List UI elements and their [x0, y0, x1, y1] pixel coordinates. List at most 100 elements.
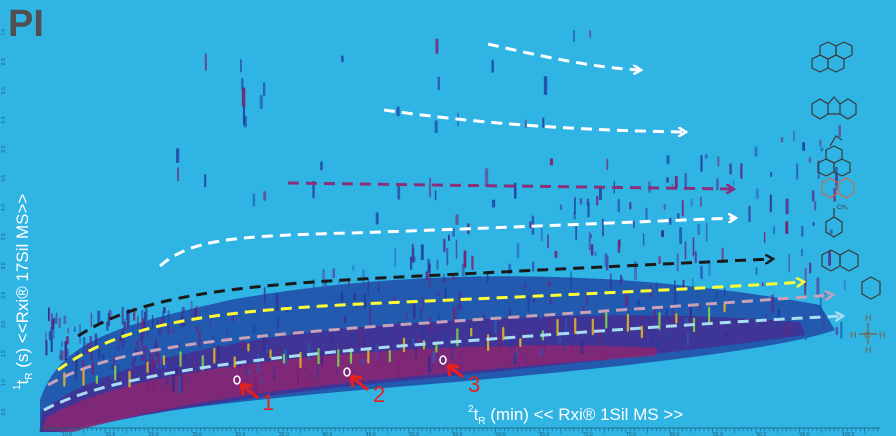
- peak-streak: [700, 265, 703, 280]
- pyrene-structure: [811, 41, 853, 73]
- peak-streaks: [45, 30, 846, 395]
- peak-streak: [655, 282, 658, 291]
- numbered-peaks: 1 2 3: [233, 355, 480, 415]
- peak-streak: [187, 340, 190, 356]
- peak-streak: [396, 321, 400, 335]
- y-tick-label: 6.5: [1, 58, 7, 65]
- peak-streak: [119, 337, 122, 342]
- hot-peak: [640, 325, 643, 339]
- peak-streak: [676, 253, 679, 272]
- peak-streak: [437, 290, 440, 297]
- peak-streak: [363, 339, 365, 354]
- peak-streak: [772, 226, 776, 235]
- peak-streak: [559, 204, 563, 211]
- peak-streak: [415, 346, 418, 359]
- peak-streak: [838, 124, 841, 137]
- peak-streak: [341, 55, 344, 63]
- peak-streak: [117, 364, 119, 383]
- peak-streak: [148, 350, 152, 363]
- peak-streak: [650, 333, 653, 344]
- peak-streak: [98, 347, 101, 360]
- peak-streak: [574, 197, 576, 215]
- peak-streak: [516, 242, 520, 259]
- y-axis-sup: 1: [12, 384, 23, 390]
- peak-streak: [640, 319, 643, 326]
- hot-peak: [556, 318, 559, 337]
- hot-peak: [435, 343, 438, 353]
- peak-streak: [824, 291, 827, 298]
- peak-label-2: 2: [373, 382, 385, 407]
- peak-streak: [312, 180, 315, 199]
- peak-streak: [666, 177, 669, 183]
- peak-streak: [633, 220, 635, 229]
- naphthalene-structure: [821, 177, 855, 199]
- x-tick-label: 85.0: [713, 432, 723, 436]
- arrow-acenaphthene: [287, 181, 733, 189]
- peak-streak: [196, 324, 199, 333]
- peak-streak: [540, 223, 543, 242]
- peak-streak: [252, 324, 256, 334]
- peak-streak: [124, 318, 127, 338]
- peak-streak: [692, 236, 695, 257]
- peak-streak: [594, 251, 597, 257]
- peak-streak: [428, 263, 431, 273]
- hot-peak: [675, 313, 678, 324]
- x-tick-label: 30.0: [236, 432, 246, 436]
- peak-streak: [529, 221, 532, 229]
- peak-streak: [265, 344, 268, 354]
- peak-streak: [700, 154, 703, 172]
- peak-streak: [263, 191, 267, 201]
- peak-streak: [410, 256, 413, 270]
- peak-streak: [617, 199, 620, 213]
- peak-streak: [405, 356, 408, 361]
- peak-streak: [692, 278, 694, 292]
- peak-arrow-1: [242, 384, 259, 400]
- peak-streak: [149, 362, 151, 379]
- peak-streak: [463, 250, 467, 268]
- peak-streak: [801, 225, 804, 237]
- peak-streak: [491, 60, 494, 73]
- peak-streak: [322, 269, 325, 287]
- peak-streak: [167, 309, 170, 321]
- peak-streak: [484, 168, 489, 187]
- peak-streak: [243, 115, 247, 128]
- x-tick-label: 15.0: [106, 432, 116, 436]
- y-tick-label: 4.0: [1, 204, 7, 211]
- y-tick-label: 3.0: [1, 262, 7, 269]
- hot-peak: [337, 349, 340, 367]
- peak-streak: [715, 291, 718, 300]
- peak-streak: [748, 205, 751, 223]
- peak-streak: [320, 161, 323, 171]
- peak-streak: [432, 351, 436, 363]
- peak-streak: [674, 280, 676, 299]
- peak-marker-3: [439, 355, 447, 365]
- hot-peak: [707, 306, 711, 324]
- peak-streak: [58, 317, 61, 329]
- peak-streak: [471, 255, 474, 271]
- hot-peak: [162, 355, 165, 366]
- y-tick-label: 5.5: [1, 116, 7, 123]
- hot-peak: [233, 356, 236, 368]
- peak-streak: [111, 364, 114, 372]
- peak-streak: [539, 301, 543, 319]
- peak-streak: [808, 157, 812, 163]
- hot-peak: [128, 371, 131, 388]
- peak-streak: [804, 281, 807, 296]
- peak-streak: [548, 317, 552, 334]
- peak-streak: [164, 361, 167, 369]
- peak-streak: [137, 315, 139, 329]
- peak-streak: [55, 312, 58, 325]
- peak-streak: [819, 311, 822, 321]
- x-axis-sub: R: [478, 416, 485, 427]
- peak-streak: [118, 340, 120, 351]
- peak-streak: [740, 163, 743, 179]
- hot-peak: [470, 327, 473, 337]
- peak-streak: [755, 188, 759, 199]
- peak-streak: [240, 59, 242, 73]
- peak-streak: [451, 275, 455, 281]
- peak-streak: [493, 289, 495, 297]
- peak-label-1: 1: [262, 390, 274, 415]
- x-tick-label: 50.0: [409, 432, 419, 436]
- x-tick-label: 45.0: [366, 432, 376, 436]
- x-tick-label: 25.0: [192, 432, 202, 436]
